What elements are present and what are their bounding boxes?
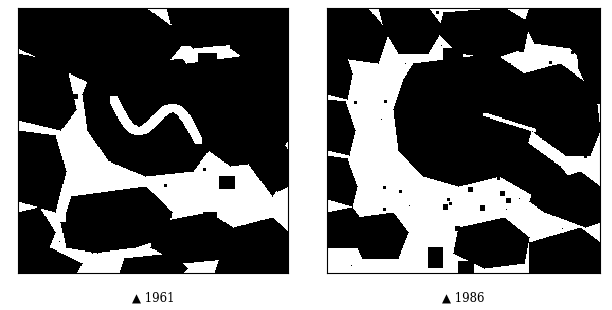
Text: ▲ 1961: ▲ 1961 (132, 291, 174, 304)
Text: ▲ 1986: ▲ 1986 (442, 291, 485, 304)
